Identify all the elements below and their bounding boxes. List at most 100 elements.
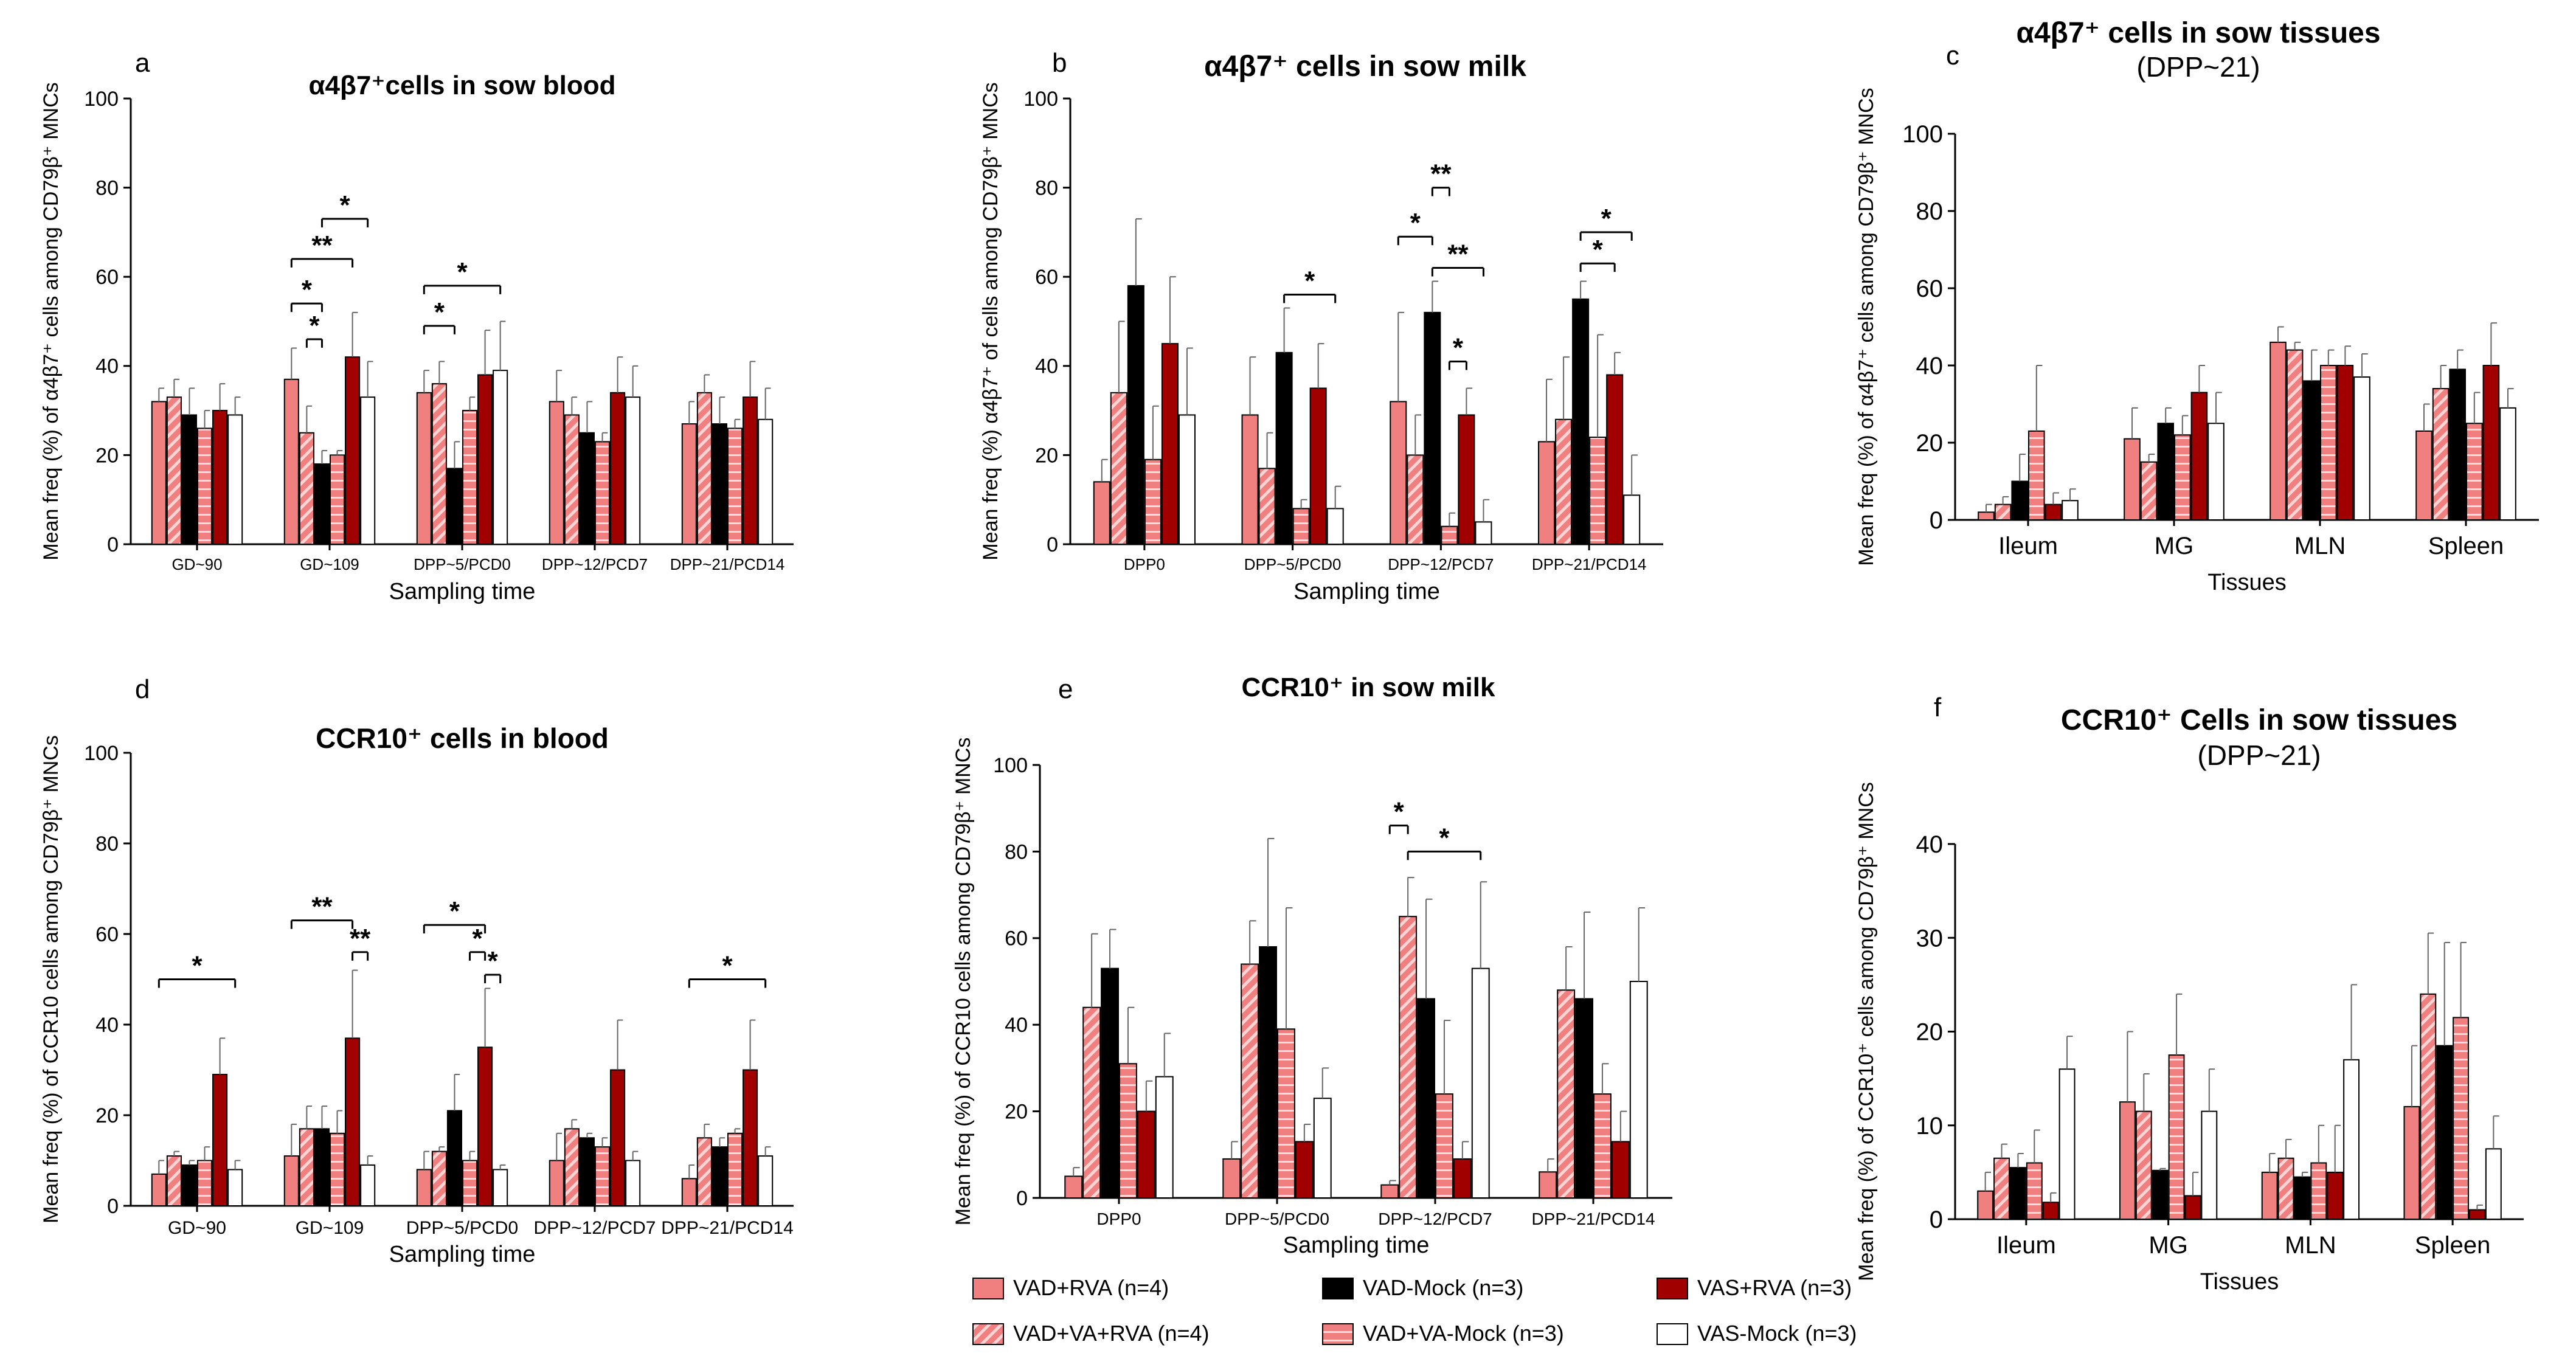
bar-vas_rva bbox=[1295, 1141, 1314, 1199]
x-tick-label: Ileum bbox=[1998, 533, 2058, 559]
y-axis-label-a: Mean freq (%) of α4β7⁺ cells among CD79β… bbox=[40, 82, 63, 560]
panel-label-f: f bbox=[1934, 693, 1942, 722]
bar-vad_rva bbox=[2124, 438, 2141, 521]
significance-label: * bbox=[1394, 797, 1405, 827]
bar-vad_va_mock bbox=[595, 1146, 611, 1207]
bar-vad_mock bbox=[712, 1146, 728, 1207]
bar-vad_rva bbox=[1538, 441, 1556, 545]
x-axis-label-c: Tissues bbox=[2207, 570, 2287, 595]
bar-vad_rva bbox=[1241, 414, 1259, 545]
significance-label: * bbox=[340, 190, 351, 220]
bar-vad_mock bbox=[579, 1137, 595, 1206]
bar-vas_mock bbox=[2201, 1110, 2218, 1220]
y-tick-label: 40 bbox=[1916, 353, 1944, 379]
bar-vas_mock bbox=[493, 370, 508, 545]
bar-vas_rva bbox=[1606, 374, 1624, 545]
bar-vas_rva bbox=[610, 1069, 626, 1206]
y-tick-label: 30 bbox=[1916, 925, 1944, 952]
y-tick-label: 100 bbox=[84, 88, 119, 111]
bar-vad_mock bbox=[2152, 1169, 2169, 1220]
bar-vas_mock bbox=[2499, 407, 2516, 521]
significance-label: * bbox=[449, 896, 460, 926]
x-tick-label: DPP~21/PCD14 bbox=[1531, 1209, 1655, 1228]
legend-label: VAS-Mock (n=3) bbox=[1697, 1321, 1857, 1346]
bar-vad_va_rva bbox=[1557, 989, 1576, 1199]
bar-vas_rva bbox=[2184, 1195, 2201, 1220]
x-tick-label: DPP~21/PCD14 bbox=[670, 555, 785, 573]
x-axis-label-a: Sampling time bbox=[389, 579, 536, 604]
bar-vad_va_rva bbox=[564, 414, 580, 545]
bar-vad_va_mock bbox=[330, 1132, 345, 1207]
y-tick-label: 80 bbox=[95, 177, 119, 200]
y-tick-label: 80 bbox=[1035, 177, 1058, 200]
bar-vad_rva bbox=[681, 1178, 697, 1207]
x-tick-label: MLN bbox=[2285, 1232, 2336, 1259]
x-tick-label: DPP~5/PCD0 bbox=[1225, 1209, 1329, 1228]
bar-vad_va_mock bbox=[1277, 1028, 1295, 1199]
bar-vas_mock bbox=[2485, 1148, 2502, 1220]
significance-label: * bbox=[1601, 204, 1612, 234]
x-tick-label: GD~90 bbox=[168, 1218, 226, 1238]
legend-label: VAD+VA-Mock (n=3) bbox=[1363, 1321, 1564, 1346]
bar-vas_mock bbox=[1629, 981, 1648, 1199]
bar-vad_va_mock bbox=[462, 1160, 478, 1206]
bar-vad_va_mock bbox=[1589, 437, 1607, 545]
bar-vas_mock bbox=[1178, 414, 1196, 545]
significance-label: ** bbox=[311, 230, 333, 260]
y-tick-label: 100 bbox=[1902, 121, 1943, 148]
legend-swatch bbox=[972, 1323, 1004, 1345]
panel-label-c: c bbox=[1946, 41, 1959, 71]
chart-title-d: CCR10⁺ cells in blood bbox=[316, 722, 609, 754]
bar-vas_mock bbox=[2207, 423, 2225, 521]
x-tick-label: DPP0 bbox=[1096, 1209, 1141, 1228]
bar-vad_mock bbox=[1572, 298, 1590, 545]
y-tick-label: 40 bbox=[95, 1014, 119, 1037]
significance-label: * bbox=[1453, 333, 1464, 362]
significance-label: * bbox=[1410, 208, 1421, 238]
y-tick-label: 20 bbox=[95, 444, 119, 467]
chart-subtitle-f: (DPP~21) bbox=[2197, 739, 2321, 771]
x-axis-label-f: Tissues bbox=[2200, 1269, 2279, 1295]
bar-vad_va_mock bbox=[1292, 508, 1310, 545]
bar-vad_va_mock bbox=[1593, 1093, 1612, 1199]
bar-vad_va_mock bbox=[2320, 365, 2337, 521]
x-tick-label: MLN bbox=[2294, 533, 2346, 559]
x-tick-label: DPP~21/PCD14 bbox=[661, 1218, 794, 1238]
bar-vad_va_rva bbox=[166, 1155, 182, 1207]
y-tick-label: 20 bbox=[1035, 444, 1058, 467]
y-axis-label-d: Mean freq (%) of CCR10 cells among CD79β… bbox=[40, 735, 63, 1223]
bar-vad_va_mock bbox=[2466, 423, 2483, 521]
chart-panel-d: d CCR10⁺ cells in blood 0 20 40 60 80 100 Mean f… bbox=[40, 674, 794, 1267]
bar-vas_mock bbox=[360, 1164, 376, 1206]
bar-vad_mock bbox=[314, 463, 330, 545]
bar-vad_mock bbox=[1575, 998, 1594, 1199]
y-tick-label: 60 bbox=[1005, 927, 1028, 950]
bar-vas_rva bbox=[212, 410, 228, 545]
chart-title-c: α4β7⁺ cells in sow tissues bbox=[2016, 17, 2380, 49]
bar-vad_va_rva bbox=[1241, 963, 1259, 1199]
significance-label: * bbox=[1304, 266, 1315, 296]
bar-vad_va_rva bbox=[431, 383, 447, 545]
bar-vad_va_rva bbox=[2135, 1110, 2152, 1220]
bar-vad_va_rva bbox=[1994, 503, 2012, 521]
bar-vad_rva bbox=[1380, 1184, 1399, 1199]
bar-vad_rva bbox=[1539, 1171, 1557, 1199]
bar-vad_mock bbox=[712, 423, 728, 545]
bar-vad_va_mock bbox=[330, 454, 345, 545]
bar-vad_rva bbox=[2119, 1101, 2136, 1220]
x-axis-label-b: Sampling time bbox=[1293, 579, 1440, 604]
bar-vas_mock bbox=[1623, 494, 1641, 545]
x-tick-label: GD~109 bbox=[296, 1218, 364, 1238]
legend-swatch bbox=[972, 1278, 1004, 1299]
bar-vas_rva bbox=[477, 1047, 493, 1206]
legend-label: VAS+RVA (n=3) bbox=[1697, 1275, 1852, 1300]
bar-vad_mock bbox=[2294, 1176, 2311, 1220]
bar-vad_mock bbox=[181, 1164, 197, 1206]
bar-vad_va_mock bbox=[727, 1132, 743, 1207]
bar-vad_rva bbox=[2403, 1105, 2420, 1220]
bar-vad_rva bbox=[549, 401, 564, 545]
bar-vad_va_mock bbox=[2026, 1162, 2043, 1220]
chart-title-b: α4β7⁺ cells in sow milk bbox=[1204, 50, 1526, 83]
legend-item-vas_mock: VAS-Mock (n=3) bbox=[1657, 1321, 1857, 1346]
